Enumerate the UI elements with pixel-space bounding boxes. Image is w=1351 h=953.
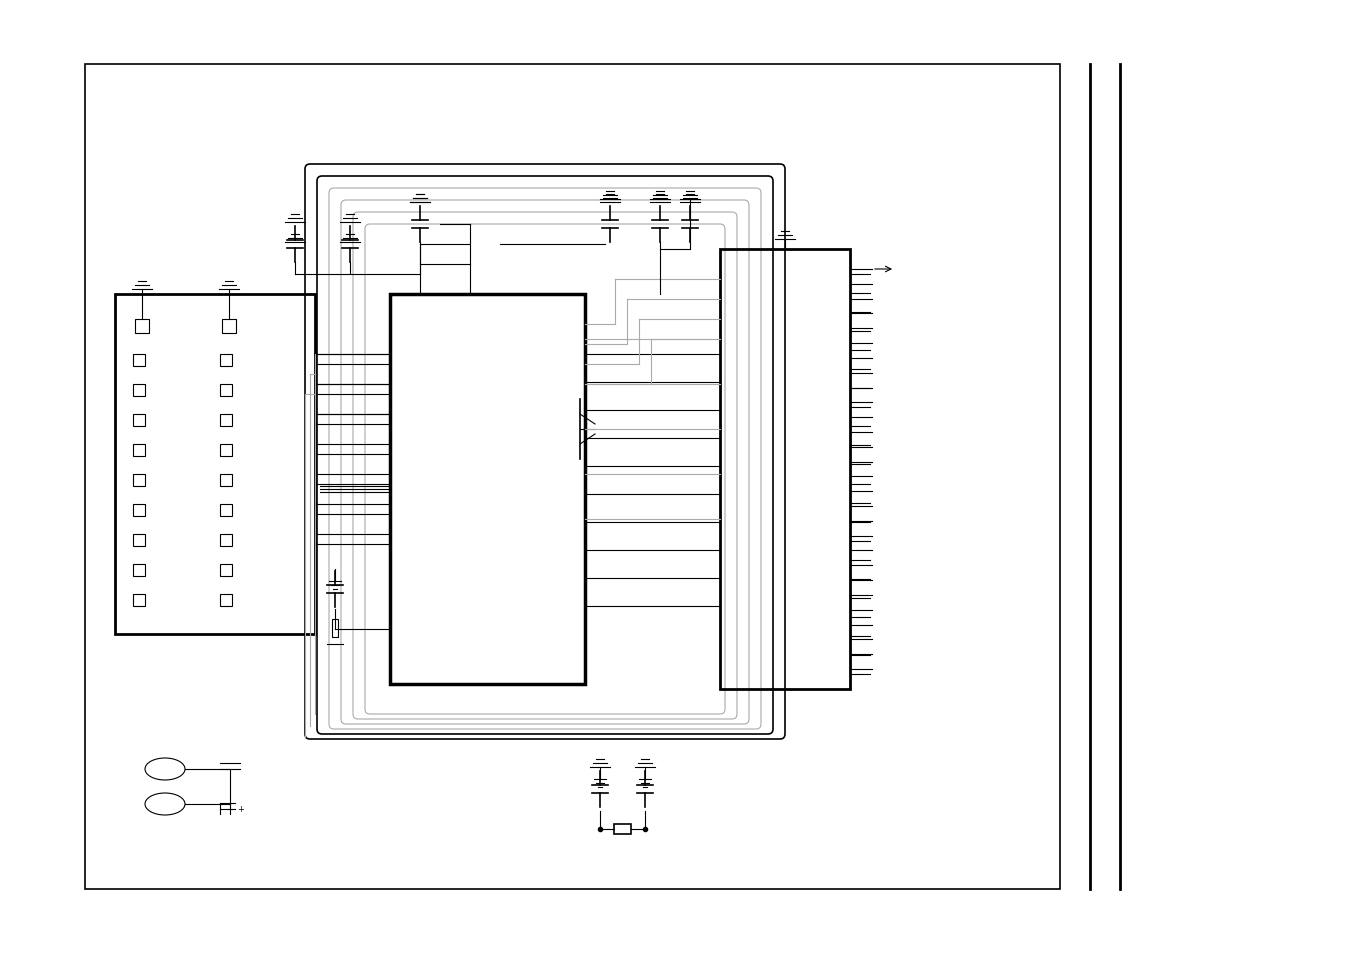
Bar — [132, 564, 145, 577]
Text: +: + — [236, 804, 245, 814]
Bar — [613, 824, 631, 834]
Bar — [720, 250, 850, 689]
Bar — [220, 385, 232, 396]
Bar — [390, 294, 585, 684]
Bar — [115, 294, 315, 635]
Ellipse shape — [145, 759, 185, 781]
Bar — [332, 619, 338, 638]
Bar — [220, 564, 232, 577]
Bar — [135, 319, 149, 334]
Bar — [132, 444, 145, 456]
Bar — [220, 504, 232, 517]
Bar — [220, 475, 232, 486]
Bar — [220, 535, 232, 546]
Bar — [222, 319, 236, 334]
Bar — [85, 65, 1061, 889]
Bar — [132, 475, 145, 486]
Bar — [132, 385, 145, 396]
Bar — [220, 595, 232, 606]
Bar — [132, 355, 145, 367]
Bar — [220, 415, 232, 427]
Bar — [132, 535, 145, 546]
Bar — [132, 504, 145, 517]
Bar — [132, 415, 145, 427]
Bar — [132, 595, 145, 606]
Bar — [220, 444, 232, 456]
Bar — [220, 355, 232, 367]
Ellipse shape — [145, 793, 185, 815]
